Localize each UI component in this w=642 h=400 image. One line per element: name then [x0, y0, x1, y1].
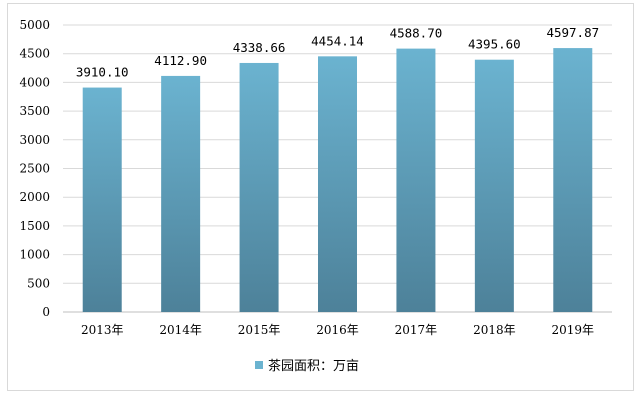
y-tick-label: 500 [27, 276, 50, 290]
data-labels: 3910.10 4112.90 4338.66 4454.14 4588.70 4395.… [76, 25, 599, 79]
y-tick-label: 1000 [19, 248, 50, 262]
bar [82, 87, 122, 312]
y-tick-label: 5000 [19, 18, 50, 32]
bar [396, 48, 436, 313]
x-tick-label: 2019年 [552, 323, 595, 337]
data-label: 4395.60 [468, 37, 521, 52]
data-label: 4588.70 [390, 26, 443, 41]
x-tick-label: 2016年 [316, 323, 359, 337]
x-tick-label: 2013年 [81, 323, 124, 337]
y-tick-label: 0 [42, 305, 50, 319]
data-label: 3910.10 [76, 65, 129, 80]
y-tick-label: 4000 [19, 75, 50, 89]
y-tick-label: 2500 [19, 162, 50, 176]
x-tick-label: 2014年 [159, 323, 202, 337]
bar [318, 56, 357, 312]
data-label: 4338.66 [233, 40, 286, 55]
x-tick-label: 2017年 [395, 323, 438, 337]
bar [161, 75, 201, 312]
x-tick-label: 2015年 [238, 323, 281, 337]
bar [239, 62, 279, 313]
y-tick-label: 4500 [19, 47, 50, 61]
y-axis-ticks: 0 500 1000 1500 2000 2500 3000 3500 4000 4500 5000 [19, 18, 50, 319]
legend-label: 茶园面积：万亩 [268, 358, 359, 374]
y-tick-label: 3000 [19, 133, 50, 147]
data-label: 4454.14 [311, 33, 364, 48]
bars [82, 48, 593, 313]
x-axis-ticks: 2013年 2014年 2015年 2016年 2017年 2018年 2019年 [81, 323, 594, 337]
data-label: 4112.90 [154, 53, 207, 68]
bar [553, 48, 593, 312]
data-label: 4597.87 [546, 25, 599, 40]
legend-swatch [255, 361, 263, 369]
y-tick-label: 3500 [19, 104, 50, 118]
y-tick-label: 1500 [19, 219, 50, 233]
y-tick-label: 2000 [19, 190, 50, 204]
legend: 茶园面积：万亩 [255, 358, 359, 374]
bar [474, 59, 514, 312]
x-tick-label: 2018年 [473, 323, 516, 337]
